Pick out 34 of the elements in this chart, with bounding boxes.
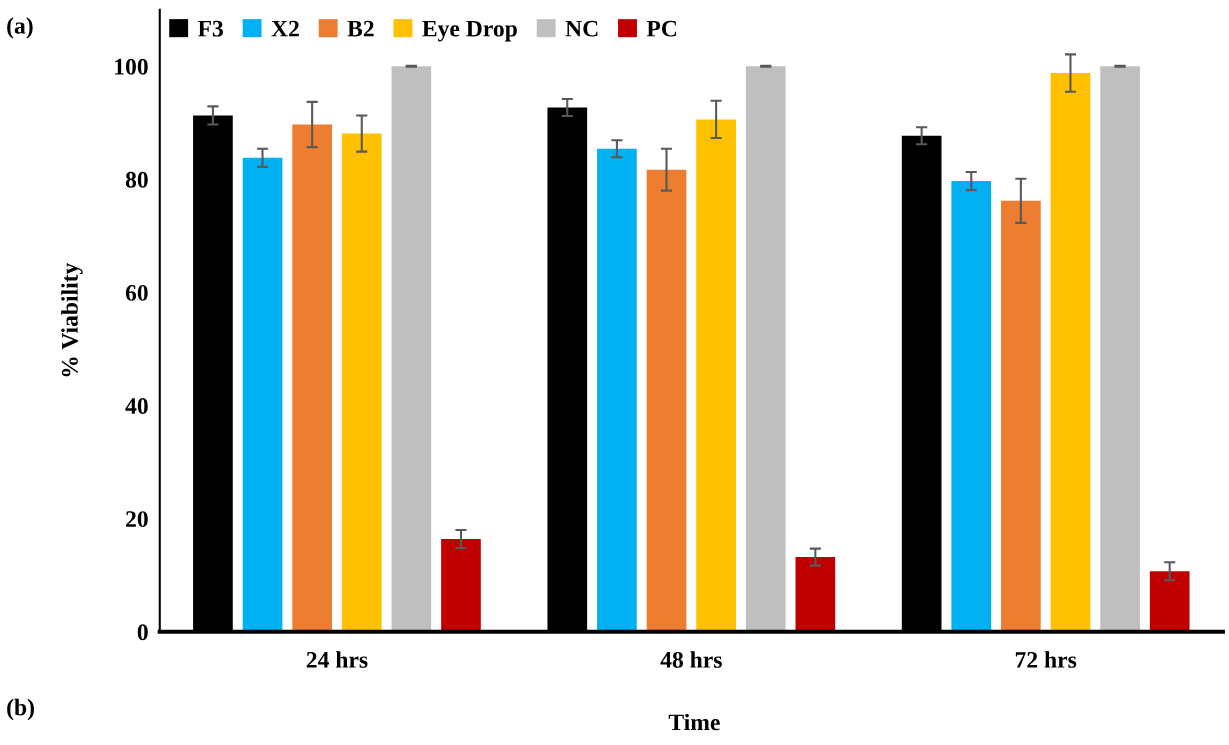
bar — [1100, 66, 1140, 632]
bar — [745, 66, 786, 632]
legend-label: Eye Drop — [422, 20, 517, 42]
bar — [391, 66, 432, 632]
legend-label: X2 — [271, 20, 299, 37]
x-tick-label: 72 hrs — [1015, 651, 1077, 668]
x-axis-title: Time — [668, 713, 720, 731]
y-tick-label: 20 — [126, 511, 148, 528]
y-tick-label: 100 — [115, 58, 148, 75]
x-tick-label: 24 hrs — [306, 651, 368, 668]
y-tick-label: 40 — [125, 398, 148, 414]
bar — [292, 124, 332, 632]
bar — [696, 119, 736, 632]
bar — [1050, 73, 1091, 632]
bar — [795, 557, 836, 632]
y-tick-label: 80 — [125, 171, 148, 188]
x-tick-label: 48 hrs — [660, 651, 722, 668]
bar — [242, 157, 283, 632]
bar — [646, 169, 687, 632]
bar — [951, 181, 992, 632]
legend-label: B2 — [347, 20, 374, 37]
text: (b) — [7, 698, 34, 721]
bar — [1149, 571, 1190, 632]
bar — [1001, 200, 1041, 632]
legend-label: F3 — [197, 20, 223, 37]
legend-label: NC — [565, 20, 598, 37]
bar — [597, 148, 637, 632]
bar — [341, 133, 382, 632]
legend-label: PC — [646, 20, 677, 37]
y-tick-label: 60 — [125, 284, 148, 301]
y-tick-label: 0 — [137, 624, 148, 641]
bar — [441, 539, 481, 632]
y-axis-title: % Viability — [61, 262, 83, 377]
text: (a) — [7, 17, 33, 39]
